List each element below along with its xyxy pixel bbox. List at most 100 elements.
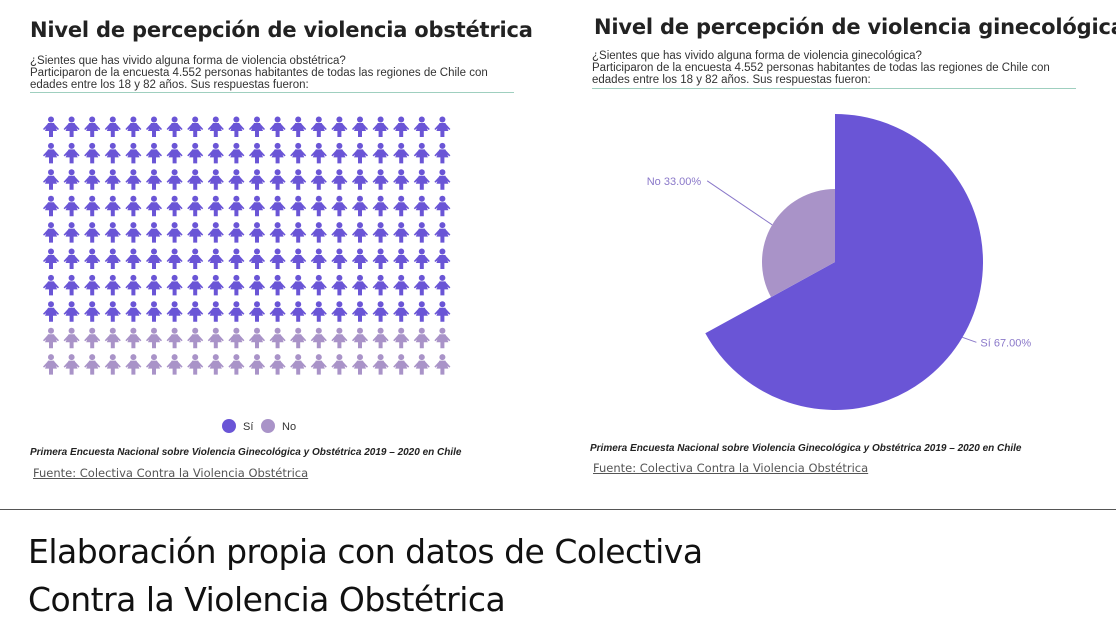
pictogram-icon-si (413, 116, 430, 137)
pictogram-icon-si (413, 169, 430, 190)
pictogram-icon-si (228, 169, 245, 190)
pictogram-icon-no (104, 354, 121, 375)
gynecological-description-line-2: edades entre los 18 y 82 años. Sus respu… (592, 74, 871, 86)
pictogram-icon-si (434, 301, 451, 322)
obstetric-pictogram: Sí No (43, 116, 451, 433)
pictogram-icon-si (166, 222, 183, 243)
obstetric-survey-name: Primera Encuesta Nacional sobre Violenci… (30, 447, 462, 458)
pictogram-icon-si (352, 116, 368, 137)
pictogram-icon-si (310, 142, 327, 164)
pictogram-icon-si (63, 116, 80, 137)
obstetric-chart-subtitle: ¿Sientes que has vivido alguna forma de … (30, 55, 488, 91)
pictogram-icon-si (166, 142, 183, 164)
pictogram-icon-si (166, 195, 183, 217)
pictogram-icon-no (249, 354, 265, 375)
pictogram-icon-no (207, 354, 224, 375)
pictogram-icon-si (43, 169, 59, 190)
pictogram-icon-si (413, 248, 430, 269)
pictogram-icon-si (63, 142, 80, 164)
pie-leader-line-no (706, 180, 773, 226)
pictogram-icon-si (43, 142, 59, 164)
pie-label-si: Sí 67.00% (980, 337, 1031, 349)
pictogram-icon-si (187, 169, 204, 190)
pictogram-icon-no (393, 327, 410, 349)
pictogram-icon-si (393, 274, 410, 296)
pictogram-icon-si (331, 142, 348, 164)
gynecological-description-line-1: Participaron de la encuesta 4.552 person… (592, 62, 1050, 74)
pictogram-icon-si (125, 222, 142, 243)
caption-line-1: Elaboración propia con datos de Colectiv… (28, 532, 703, 571)
pictogram-icon-si (352, 169, 368, 190)
pictogram-icon-si (125, 142, 142, 164)
pictogram-icon-si (146, 248, 162, 269)
gynecological-chart-subtitle: ¿Sientes que has vivido alguna forma de … (592, 50, 1050, 86)
pictogram-icon-si (104, 169, 121, 190)
legend-swatch-si (222, 419, 236, 433)
pictogram-icon-si (187, 195, 204, 217)
pictogram-icon-si (228, 301, 245, 322)
pictogram-icon-si (269, 301, 286, 322)
obstetric-source-link[interactable]: Fuente: Colectiva Contra la Violencia Ob… (33, 466, 309, 480)
pictogram-icon-si (104, 142, 121, 164)
pictogram-icon-no (393, 354, 410, 375)
pictogram-icon-si (249, 274, 265, 296)
pictogram-icon-si (104, 248, 121, 269)
pictogram-icon-si (228, 195, 245, 217)
pictogram-icon-si (249, 169, 265, 190)
pictogram-icon-si (43, 274, 59, 296)
pictogram-icon-no (310, 327, 327, 349)
pictogram-icon-si (228, 248, 245, 269)
pictogram-icon-si (393, 248, 410, 269)
pictogram-icon-si (331, 301, 348, 322)
pictogram-icon-no (104, 327, 121, 349)
pictogram-icon-si (84, 301, 101, 322)
gynecological-chart-title: Nivel de percepción de violencia ginecol… (594, 15, 1116, 39)
pictogram-icon-si (372, 222, 389, 243)
pictogram-icon-si (125, 248, 142, 269)
legend-label-si: Sí (243, 421, 253, 433)
pictogram-icon-no (269, 354, 286, 375)
pictogram-icon-si (84, 274, 101, 296)
pictogram-icon-si (187, 248, 204, 269)
pictogram-icon-si (413, 274, 430, 296)
pictogram-icon-no (187, 327, 204, 349)
pictogram-icon-si (290, 301, 307, 322)
pictogram-icon-si (228, 222, 245, 243)
caption-divider (0, 509, 1116, 510)
pie-slice-si (705, 114, 984, 410)
pictogram-icon-si (43, 248, 59, 269)
pictogram-icon-si (269, 195, 286, 217)
pictogram-icon-no (125, 354, 142, 375)
pictogram-icon-si (207, 301, 224, 322)
pictogram-icon-si (434, 116, 451, 137)
pictogram-icon-si (310, 169, 327, 190)
pictogram-icon-no (434, 327, 451, 349)
pictogram-icon-si (104, 195, 121, 217)
pictogram-icon-si (146, 142, 162, 164)
pictogram-icon-si (310, 274, 327, 296)
pictogram-icon-si (146, 274, 162, 296)
pictogram-icon-si (146, 222, 162, 243)
pictogram-icon-si (146, 195, 162, 217)
pictogram-icon-no (310, 354, 327, 375)
pictogram-icon-si (104, 274, 121, 296)
pictogram-icon-si (331, 195, 348, 217)
pictogram-icon-no (372, 354, 389, 375)
pictogram-icon-si (372, 248, 389, 269)
pictogram-icon-si (413, 195, 430, 217)
pictogram-icon-si (207, 222, 224, 243)
pictogram-icon-no (372, 327, 389, 349)
pictogram-icon-si (434, 169, 451, 190)
pictogram-icon-si (372, 195, 389, 217)
pictogram-icon-si (310, 116, 327, 137)
pictogram-icon-si (310, 301, 327, 322)
gynecological-source-link[interactable]: Fuente: Colectiva Contra la Violencia Ob… (593, 461, 869, 475)
obstetric-header-rule (30, 92, 514, 93)
pictogram-icon-si (249, 142, 265, 164)
pictogram-icon-no (331, 354, 348, 375)
pictogram-icon-si (104, 116, 121, 137)
pictogram-icon-no (43, 327, 59, 349)
pie-leader-line-si (962, 336, 977, 343)
pictogram-icon-si (228, 116, 245, 137)
pictogram-icon-si (249, 195, 265, 217)
